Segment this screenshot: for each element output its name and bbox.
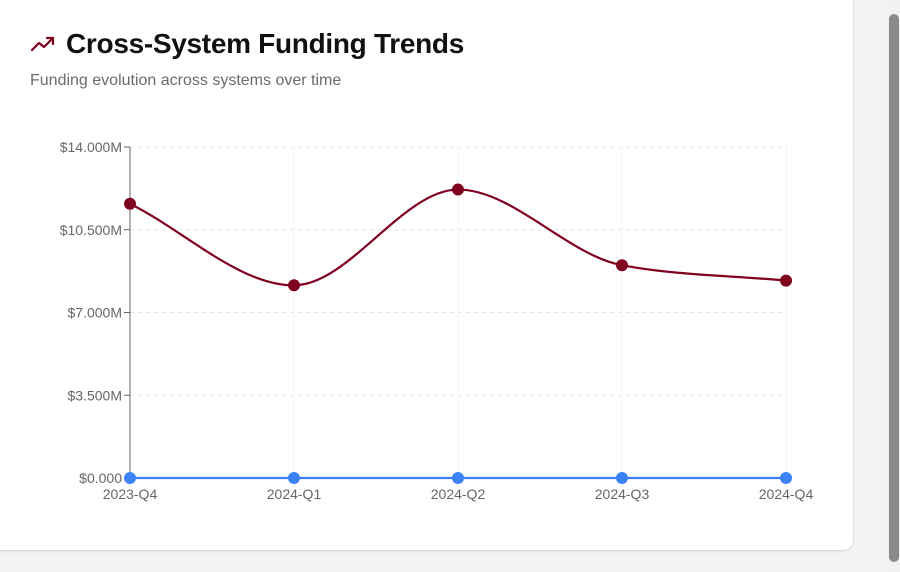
x-tick-label: 2023-Q4 xyxy=(103,486,158,502)
x-tick-label: 2024-Q2 xyxy=(431,486,486,502)
series-0-point-4[interactable] xyxy=(780,274,792,287)
series-1-point-0[interactable] xyxy=(124,472,136,484)
series-0-point-3[interactable] xyxy=(616,259,628,272)
chart-subtitle: Funding evolution across systems over ti… xyxy=(30,72,342,89)
series-1-point-1[interactable] xyxy=(288,472,300,484)
tick-labels: $0.000 $3.500M $7.000M $10.500M $14.000M 2023… xyxy=(60,139,814,502)
grid xyxy=(130,146,787,478)
y-tick-label: $14.000M xyxy=(60,139,122,155)
series-0-point-0[interactable] xyxy=(124,197,136,210)
chart-title: Cross-System Funding Trends xyxy=(66,28,464,59)
axes xyxy=(124,146,787,484)
trending-up-icon xyxy=(30,31,56,57)
y-tick-label: $3.500M xyxy=(68,387,122,403)
x-tick-label: 2024-Q4 xyxy=(759,486,814,502)
series-0-point-2[interactable] xyxy=(452,183,464,196)
line-chart: $0.000 $3.500M $7.000M $10.500M $14.000M 2023… xyxy=(60,139,814,502)
title-row: Cross-System Funding Trends xyxy=(30,28,464,60)
y-tick-label: $10.500M xyxy=(60,222,122,238)
series-layer xyxy=(124,183,792,484)
x-tick-label: 2024-Q1 xyxy=(267,486,322,502)
scrollbar-track[interactable] xyxy=(888,0,900,572)
y-tick-label: $0.000 xyxy=(79,470,122,486)
y-tick-label: $7.000M xyxy=(68,305,122,321)
x-tick-label: 2024-Q3 xyxy=(595,486,650,502)
chart-header: Cross-System Funding Trends Funding evol… xyxy=(30,28,464,90)
series-0-point-1[interactable] xyxy=(288,279,300,292)
series-1-point-2[interactable] xyxy=(452,472,464,484)
series-1-point-4[interactable] xyxy=(780,472,792,484)
series-1-point-3[interactable] xyxy=(616,472,628,484)
scrollbar-thumb[interactable] xyxy=(889,14,899,562)
